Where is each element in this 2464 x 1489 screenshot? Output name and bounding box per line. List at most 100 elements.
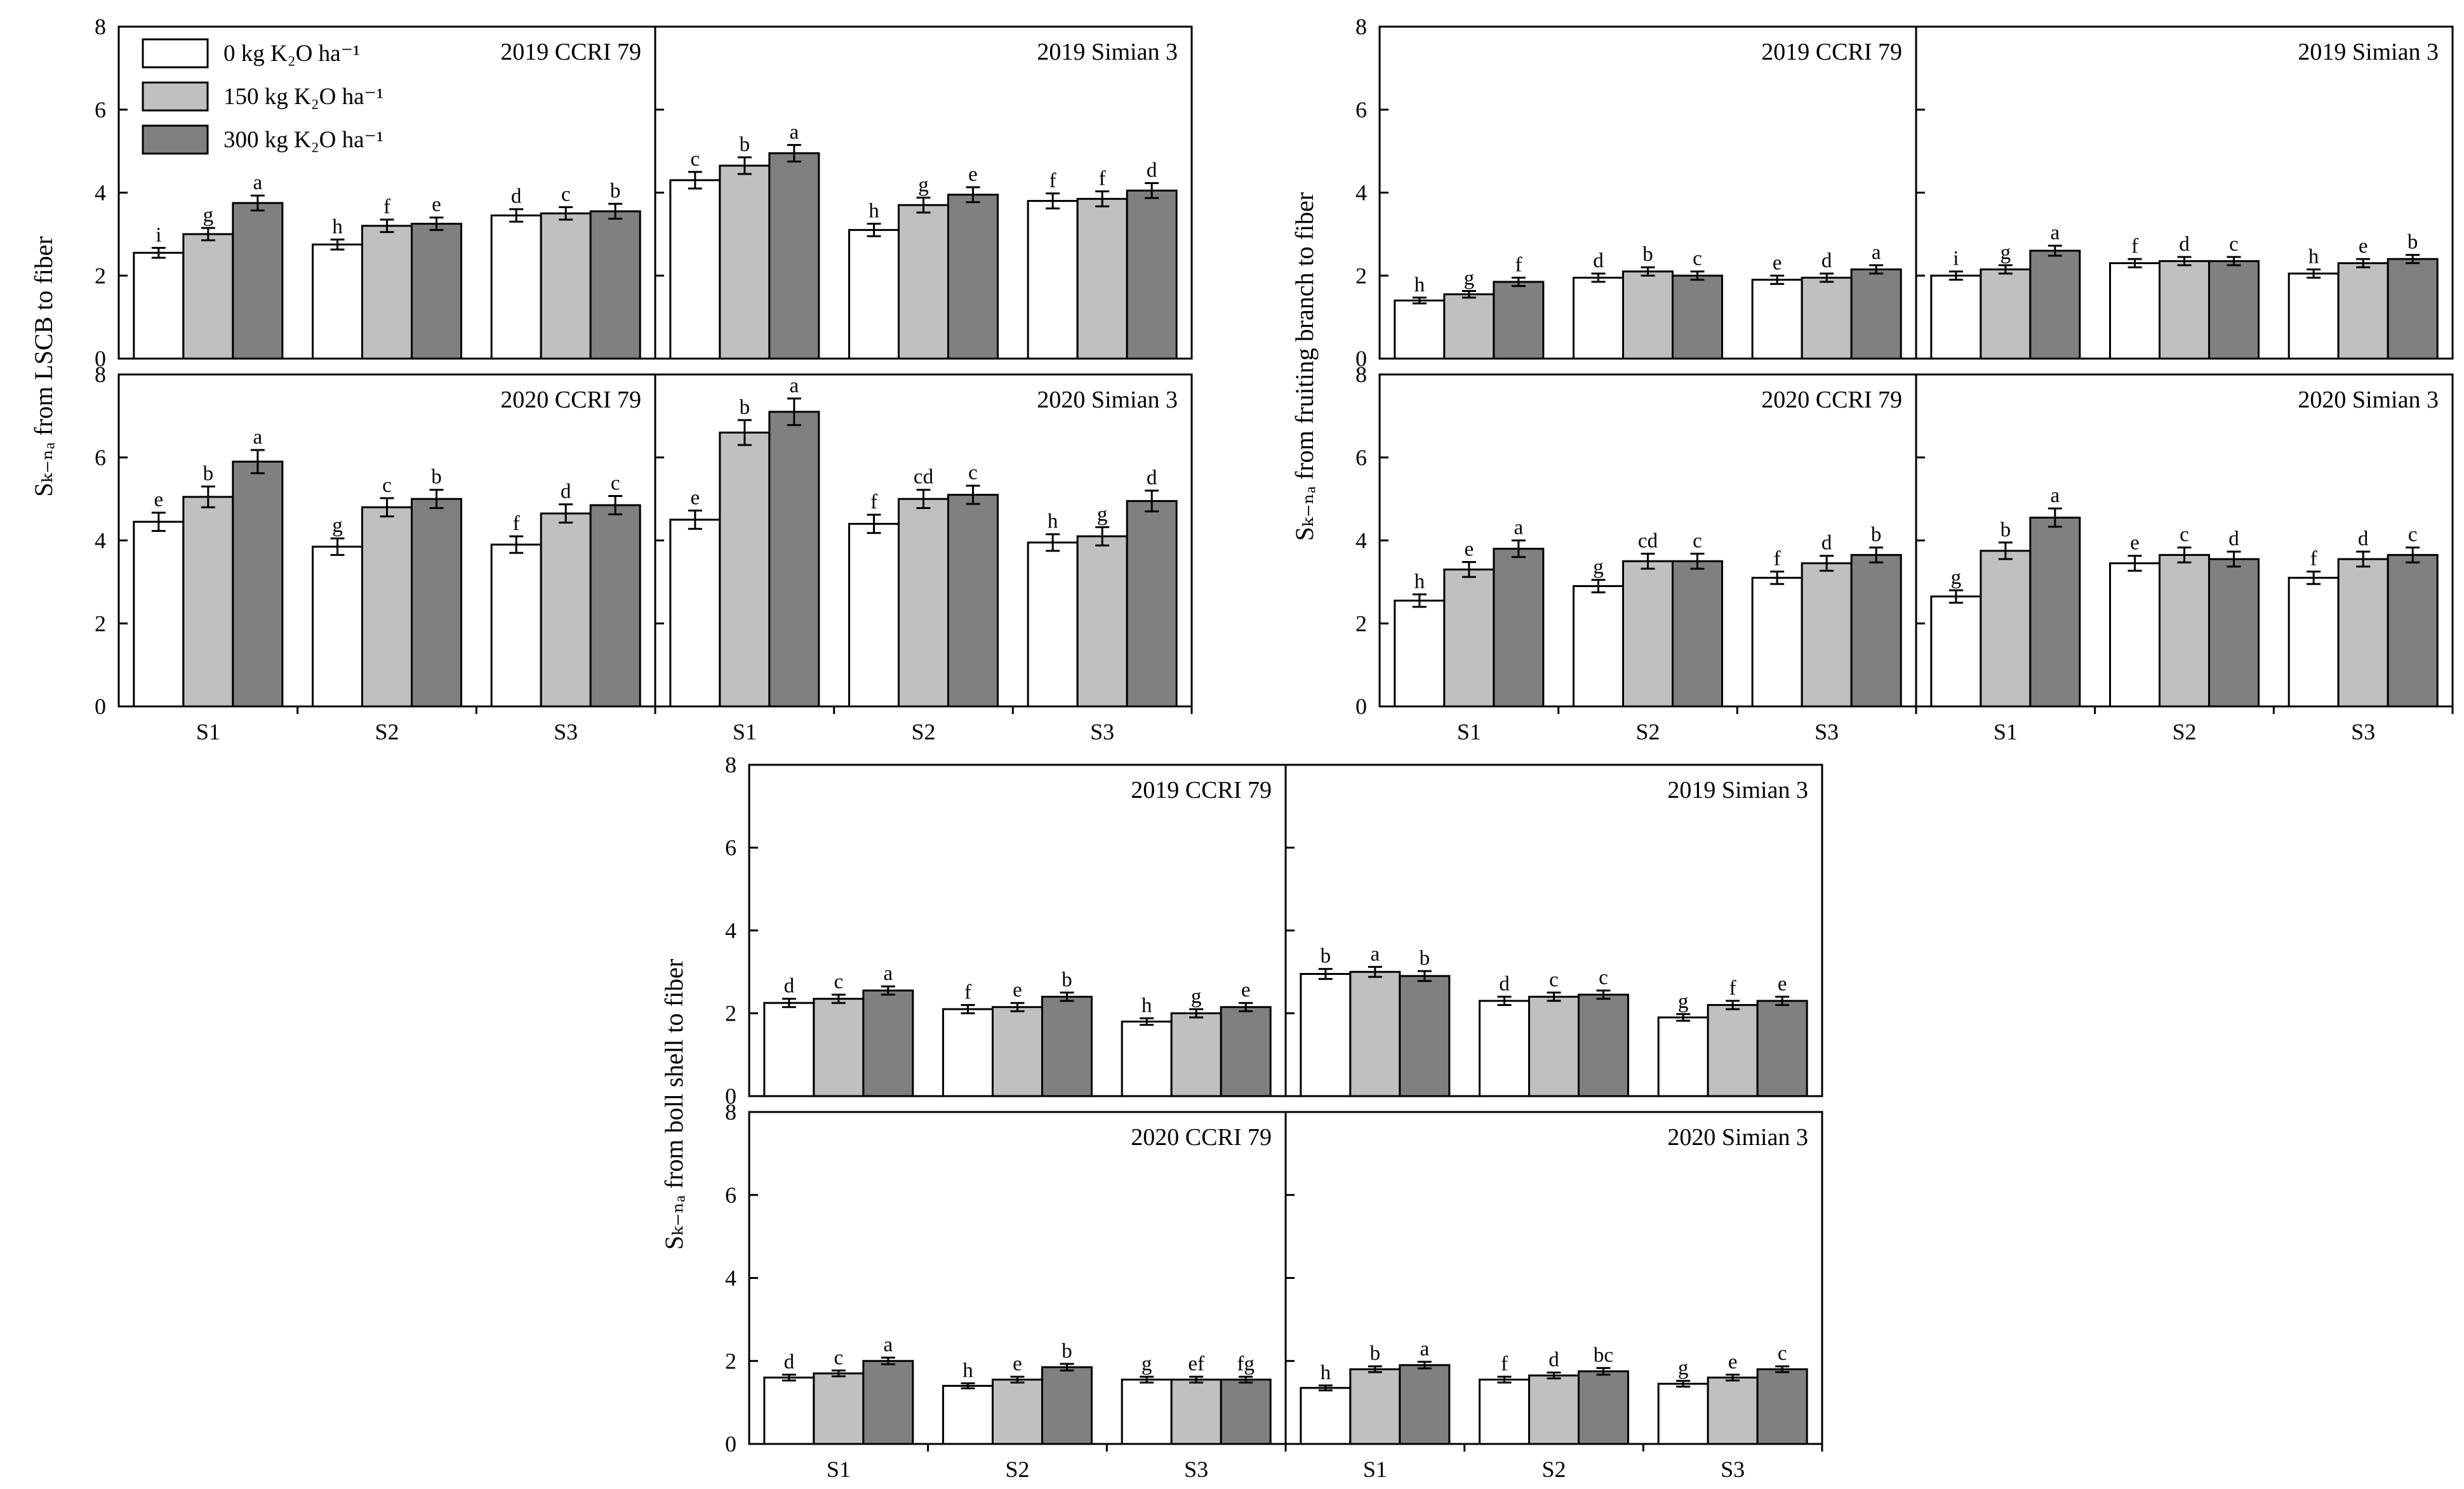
significance-letter: h <box>962 1360 973 1382</box>
bar <box>1041 1366 1093 1445</box>
significance-letter: d <box>561 480 571 503</box>
significance-letter: g <box>1142 1353 1152 1375</box>
significance-letter: d <box>1593 249 1604 272</box>
y-tick-label: 0 <box>725 1431 736 1457</box>
bar <box>1751 576 1803 708</box>
significance-letter: c <box>1599 967 1608 989</box>
y-tick-label: 4 <box>95 180 106 206</box>
significance-letter: a <box>1371 943 1380 965</box>
x-tick-label: S3 <box>2351 719 2375 744</box>
significance-letter: c <box>1549 969 1559 991</box>
significance-letter: c <box>561 183 571 206</box>
bar <box>763 1376 815 1445</box>
bar <box>992 1006 1043 1097</box>
significance-letter: h <box>1415 570 1425 593</box>
bar <box>1027 541 1079 708</box>
x-tick-label: S3 <box>1090 719 1114 744</box>
significance-letter: a <box>884 962 893 985</box>
significance-letter: h <box>1048 510 1058 533</box>
bar <box>669 519 721 708</box>
bar <box>942 1008 994 1097</box>
significance-letter: c <box>611 472 620 495</box>
significance-letter: h <box>1142 994 1152 1017</box>
bar <box>2159 260 2210 360</box>
bar <box>1751 279 1803 360</box>
significance-letter: d <box>1548 1349 1559 1372</box>
x-tick-label: S2 <box>375 719 399 744</box>
y-tick-label: 4 <box>95 528 106 553</box>
significance-letter: f <box>1049 169 1056 192</box>
significance-letter: g <box>1191 985 1202 1008</box>
y-tick-label: 6 <box>725 1182 736 1208</box>
bar <box>2159 553 2210 708</box>
bar <box>1443 293 1495 360</box>
significance-letter: b <box>610 180 621 202</box>
y-tick-label: 0 <box>95 346 106 371</box>
bar <box>2337 558 2389 708</box>
significance-letter: cd <box>1638 529 1658 552</box>
y-tick-label: 6 <box>1355 97 1367 122</box>
significance-letter: e <box>1778 972 1787 995</box>
bar <box>1573 277 1624 360</box>
significance-letter: f <box>2310 548 2317 571</box>
bar <box>768 152 820 360</box>
bar <box>947 494 999 708</box>
significance-letter: cd <box>914 466 934 489</box>
significance-letter: b <box>1062 969 1072 991</box>
significance-letter: e <box>1013 979 1022 1002</box>
bar <box>361 225 413 360</box>
significance-letter: d <box>1821 249 1832 272</box>
significance-letter: a <box>884 1333 893 1356</box>
significance-letter: i <box>156 223 161 246</box>
significance-letter: b <box>740 396 750 419</box>
bar <box>1027 200 1079 360</box>
significance-letter: g <box>1593 556 1604 579</box>
panel-title: 2020 Simian 3 <box>1037 387 1178 413</box>
bar <box>2208 260 2260 360</box>
y-tick-label: 6 <box>95 445 106 470</box>
significance-letter: a <box>2051 222 2060 244</box>
bar <box>1126 500 1178 708</box>
significance-letter: f <box>383 195 390 218</box>
y-tick-label: 4 <box>1355 528 1367 553</box>
x-tick-label: S2 <box>2172 719 2196 744</box>
bar <box>1801 562 1853 708</box>
bar <box>719 432 771 708</box>
significance-letter: d <box>2228 527 2239 550</box>
bar <box>813 1372 865 1445</box>
significance-letter: e <box>432 194 441 216</box>
chart-block-1: Sₖ₋ₙₐ from LSCB to fiber 0 2 4 6 8 2019 CCRI 7… <box>29 14 1193 744</box>
x-tick-label: S1 <box>196 719 220 744</box>
bar <box>1349 970 1401 1097</box>
significance-letter: h <box>1321 1361 1331 1384</box>
bar <box>1479 1000 1530 1097</box>
bar <box>411 223 462 360</box>
bar <box>2288 576 2340 708</box>
y-tick-label: 0 <box>1355 694 1367 719</box>
significance-letter: d <box>1147 467 1157 489</box>
bar <box>2109 562 2161 708</box>
panel-title: 2020 CCRI 79 <box>500 387 641 413</box>
legend: 0 kg K₂O ha⁻¹ 150 kg K₂O ha⁻¹ 300 kg K₂O h… <box>142 38 383 155</box>
y-tick-label: 4 <box>725 918 736 943</box>
bar <box>1041 995 1093 1097</box>
bar <box>1707 1003 1759 1097</box>
significance-letter: e <box>1241 979 1251 1002</box>
significance-letter: b <box>1321 945 1331 968</box>
y-tick-label: 6 <box>95 97 106 122</box>
bar <box>1394 599 1446 708</box>
significance-letter: g <box>1464 267 1475 289</box>
x-tick-label: S1 <box>1994 719 2018 744</box>
bar <box>1622 270 1674 360</box>
y-tick-label: 0 <box>725 1083 736 1109</box>
significance-letter: f <box>870 491 877 513</box>
bar <box>813 998 865 1097</box>
y-tick-label: 2 <box>725 1348 736 1373</box>
significance-letter: d <box>784 1351 795 1373</box>
y-tick-label: 6 <box>725 835 736 861</box>
y-tick-label: 8 <box>95 14 106 39</box>
significance-letter: g <box>1097 503 1108 526</box>
significance-letter: e <box>2359 235 2368 258</box>
significance-letter: c <box>1778 1342 1787 1365</box>
bar <box>1493 548 1545 708</box>
